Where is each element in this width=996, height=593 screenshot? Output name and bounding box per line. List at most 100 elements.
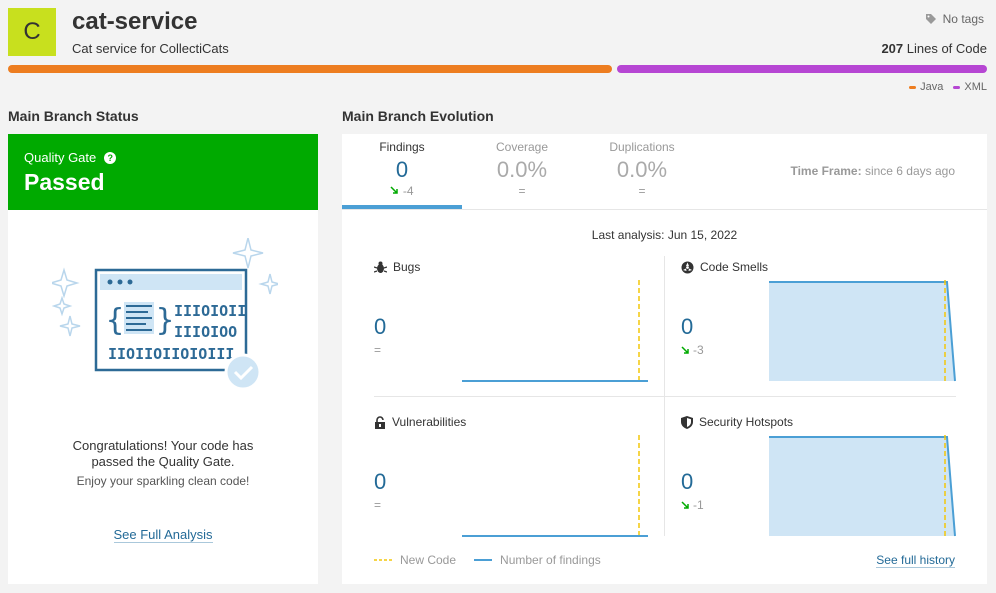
trend-down-icon <box>390 186 399 194</box>
code-smells-delta: -3 <box>693 343 704 357</box>
project-avatar: C <box>8 8 56 56</box>
project-description: Cat service for CollectiCats <box>72 41 229 56</box>
tab-coverage-delta: = <box>518 184 526 198</box>
evolution-section-title: Main Branch Evolution <box>342 108 494 124</box>
vulnerabilities-panel[interactable]: Vulnerabilities 0 = <box>374 415 664 555</box>
bugs-sparkline <box>462 280 648 382</box>
time-frame: Time Frame: since 6 days ago <box>790 164 955 178</box>
tab-findings-delta-row: -4 <box>342 184 462 198</box>
trend-down-icon <box>681 500 689 509</box>
legend-java-label: Java <box>920 81 944 93</box>
vulnerabilities-delta: = <box>374 498 382 512</box>
loc-label: Lines of Code <box>906 41 987 56</box>
chart-legend: New Code Number of findings <box>374 553 601 567</box>
tags-area[interactable]: No tags <box>925 12 984 26</box>
tab-duplications-delta: = <box>638 184 646 198</box>
svg-text:IIIOIOII: IIIOIOII <box>174 302 246 320</box>
language-bar-xml <box>616 65 987 73</box>
clean-code-illustration-icon: { } IIIOIOII IIIOIOO IIOIIOIIOIOIII <box>52 238 278 391</box>
code-smells-value: 0 <box>681 314 694 339</box>
svg-text:{: { <box>106 303 124 338</box>
loc-count: 207 <box>881 41 904 56</box>
legend-findings: Number of findings <box>474 553 601 567</box>
security-hotspots-sparkline <box>769 435 956 537</box>
tags-label: No tags <box>942 12 984 26</box>
security-hotspots-panel[interactable]: Security Hotspots 0 -1 <box>681 415 971 555</box>
security-hotspots-delta: -1 <box>693 498 704 512</box>
time-frame-label: Time Frame: <box>790 164 862 178</box>
last-analysis-date: Last analysis: Jun 15, 2022 <box>591 228 738 242</box>
tab-findings-value: 0 <box>395 157 409 182</box>
bugs-delta: = <box>374 343 382 357</box>
bugs-panel[interactable]: Bugs 0 = <box>374 260 664 400</box>
vulnerabilities-title-row: Vulnerabilities <box>374 415 466 429</box>
tab-duplications-value: 0.0% <box>616 157 668 182</box>
congrats-line-2: passed the Quality Gate. <box>91 454 235 469</box>
congrats-line-1: Congratulations! Your code has <box>72 438 254 453</box>
security-hotspots-delta-row: -1 <box>681 498 704 512</box>
solid-line-icon <box>474 559 493 561</box>
quality-gate-status: Passed <box>24 169 105 195</box>
tab-coverage-label: Coverage <box>495 140 549 154</box>
status-section-title: Main Branch Status <box>8 108 139 124</box>
quality-gate-label: Quality Gate <box>24 150 97 165</box>
active-tab-indicator <box>342 205 462 209</box>
congrats-message: Congratulations! Your code has passed th… <box>8 438 318 470</box>
grid-horizontal-divider <box>374 396 956 397</box>
quality-gate-label-row: Quality Gate ? <box>24 150 302 165</box>
evolution-card: Findings 0 -4 Coverage 0.0% = Duplicatio… <box>342 134 987 584</box>
legend-findings-label: Number of findings <box>500 553 601 567</box>
clean-code-subtext: Enjoy your sparkling clean code! <box>76 474 250 488</box>
svg-text:IIOIIOIIOIOIII: IIOIIOIIOIOIII <box>108 345 234 363</box>
quality-gate-banner: Quality Gate ? Passed <box>8 134 318 210</box>
language-distribution-bar <box>8 65 987 73</box>
trend-down-icon <box>681 345 689 354</box>
legend-xml-label: XML <box>964 81 987 93</box>
code-smells-panel[interactable]: Code Smells 0 -3 <box>681 260 971 400</box>
tab-coverage-value: 0.0% <box>496 157 548 182</box>
quality-gate-card: Quality Gate ? Passed { } IIIOIOII IIIOI… <box>8 134 318 584</box>
lines-of-code: 207 Lines of Code <box>881 41 987 56</box>
tab-duplications-label: Duplications <box>609 140 675 154</box>
tab-findings-label: Findings <box>379 140 425 154</box>
code-smells-title-row: Code Smells <box>681 260 768 274</box>
dashed-line-icon <box>374 559 392 561</box>
svg-text:}: } <box>156 303 174 338</box>
tab-findings[interactable]: Findings 0 -4 <box>342 134 462 210</box>
language-legend: Java XML <box>909 81 987 93</box>
bugs-title: Bugs <box>393 260 421 274</box>
code-smells-title: Code Smells <box>700 260 769 274</box>
code-smells-delta-row: -3 <box>681 343 704 357</box>
tag-icon <box>925 14 936 24</box>
bug-icon <box>374 261 387 273</box>
see-full-history-link[interactable]: See full history <box>876 553 955 568</box>
legend-xml-swatch <box>953 85 961 89</box>
shield-icon <box>681 415 693 429</box>
security-hotspots-title-row: Security Hotspots <box>681 415 793 429</box>
bugs-title-row: Bugs <box>374 260 420 274</box>
tab-findings-delta: -4 <box>402 184 414 198</box>
security-hotspots-value: 0 <box>681 469 694 494</box>
language-bar-java <box>8 65 612 73</box>
bugs-value: 0 <box>374 314 387 339</box>
legend-java: Java <box>909 81 943 93</box>
legend-java-swatch <box>909 85 917 89</box>
tab-coverage[interactable]: Coverage 0.0% = <box>462 134 582 210</box>
vulnerabilities-value: 0 <box>374 469 387 494</box>
tab-duplications[interactable]: Duplications 0.0% = <box>582 134 702 210</box>
code-smell-icon <box>681 261 694 273</box>
tabs-divider <box>342 209 987 210</box>
project-name: cat-service <box>72 8 198 35</box>
legend-new-code: New Code <box>374 553 456 567</box>
lock-icon <box>375 415 385 429</box>
time-frame-value: since 6 days ago <box>864 164 955 178</box>
svg-text:IIIOIOO: IIIOIOO <box>174 323 237 341</box>
code-smells-sparkline <box>769 280 956 382</box>
vulnerabilities-title: Vulnerabilities <box>392 415 467 429</box>
legend-new-code-label: New Code <box>400 553 457 567</box>
legend-xml: XML <box>953 81 987 93</box>
see-full-analysis-link[interactable]: See Full Analysis <box>113 527 213 543</box>
help-icon[interactable]: ? <box>104 151 117 164</box>
security-hotspots-title: Security Hotspots <box>699 415 794 429</box>
vulnerabilities-sparkline <box>462 435 648 537</box>
